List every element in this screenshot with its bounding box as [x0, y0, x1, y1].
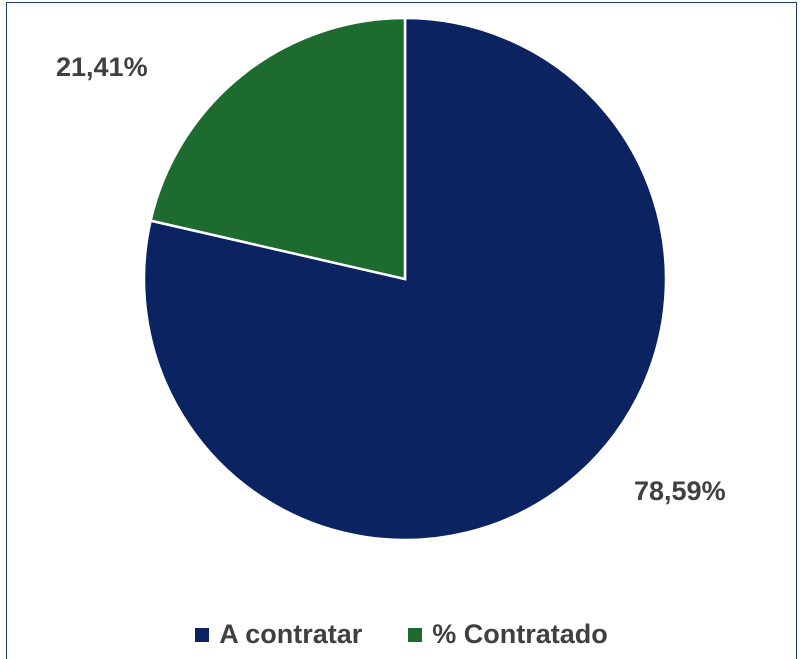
pie-slices	[142, 16, 668, 542]
legend-label-a-contratar: A contratar	[219, 619, 363, 649]
data-label-contratado: 21,41%	[56, 52, 148, 82]
legend: A contratar % Contratado	[0, 619, 803, 650]
chart-frame	[6, 2, 797, 659]
pie-slice-contratado	[149, 16, 407, 281]
legend-swatch-contratado	[408, 627, 423, 642]
legend-label-contratado: % Contratado	[432, 619, 608, 649]
legend-item-a-contratar: A contratar	[195, 619, 362, 650]
data-label-a-contratar: 78,59%	[634, 476, 726, 506]
legend-item-contratado: % Contratado	[408, 619, 608, 650]
legend-swatch-a-contratar	[195, 627, 210, 642]
